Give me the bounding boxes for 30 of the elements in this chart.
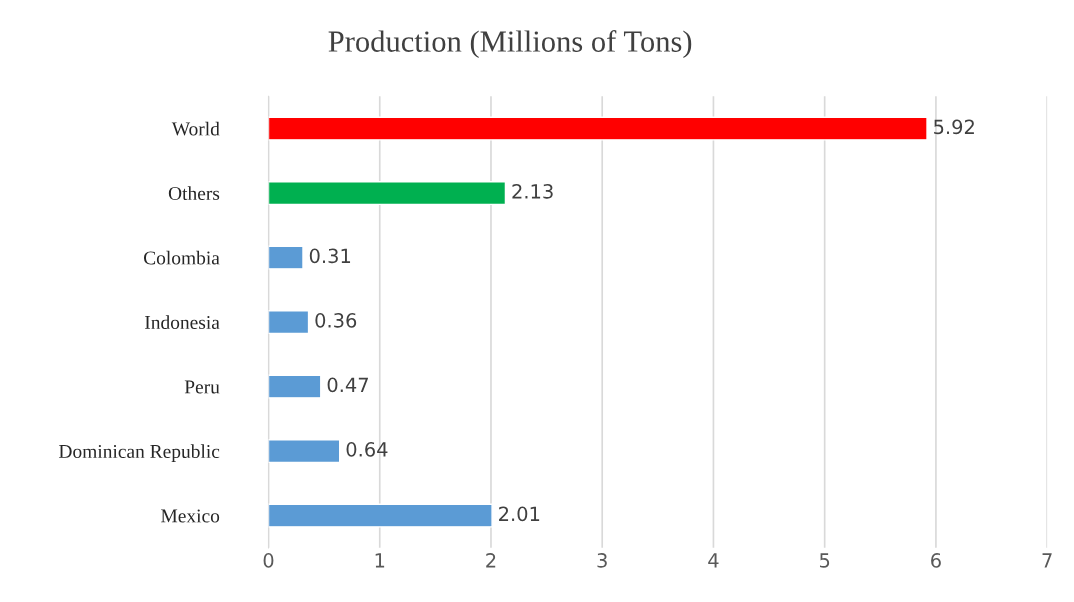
data-label: 0.31	[309, 248, 351, 264]
y-tick-label: World	[171, 121, 220, 136]
bar	[268, 439, 341, 464]
data-label: 2.13	[512, 184, 553, 199]
x-tick-label: 5	[819, 553, 830, 568]
bar	[268, 116, 928, 141]
x-tick-label: 0	[263, 553, 274, 568]
y-tick-label: Mexico	[161, 509, 220, 523]
data-label: 0.36	[315, 313, 357, 328]
y-tick-label: Peru	[184, 380, 220, 394]
x-tick-label: 4	[708, 553, 719, 568]
y-tick-label: Colombia	[143, 250, 220, 265]
x-tick-label: 6	[931, 553, 941, 568]
y-tick-label: Dominican Republic	[58, 444, 220, 462]
data-label: 2.01	[499, 506, 540, 522]
y-tick-label: Indonesia	[144, 315, 220, 330]
bar	[268, 374, 322, 399]
data-label: 0.47	[327, 377, 368, 393]
x-tick-label: 7	[1042, 553, 1052, 568]
x-tick-label: 2	[486, 553, 496, 568]
y-tick-label: Others	[168, 186, 220, 201]
x-tick-label: 3	[597, 553, 607, 568]
bar	[268, 503, 493, 528]
chart-title: Production (Millions of Tons)	[328, 30, 692, 59]
data-label: 0.64	[346, 442, 388, 457]
bar	[268, 310, 310, 335]
bar	[268, 245, 304, 270]
bar	[268, 181, 507, 206]
data-label: 5.92	[934, 119, 974, 135]
x-tick-label: 1	[375, 553, 385, 568]
